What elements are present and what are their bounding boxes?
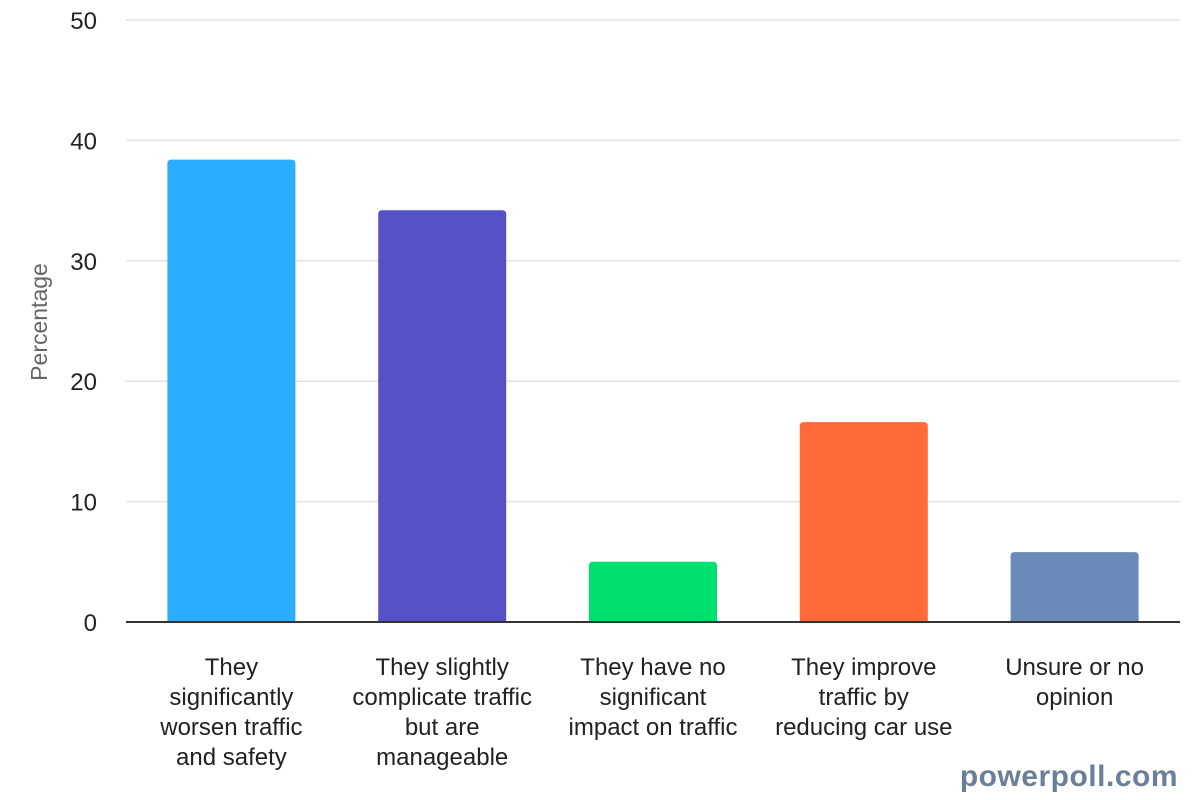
y-tick-label: 20 [70, 369, 97, 396]
gridlines [126, 19, 1180, 503]
y-tick-label: 40 [70, 128, 97, 155]
bar [378, 210, 507, 622]
x-category-label: They significantly worsen traffic and safet… [159, 654, 302, 771]
y-tick-labels: 0 10 20 30 40 50 [70, 8, 97, 637]
bar [799, 422, 928, 622]
x-category-label: They improve traffic by reducing car use [775, 654, 952, 741]
x-category-labels: They significantly worsen traffic and safet… [159, 654, 1144, 771]
y-tick-label: 0 [84, 610, 97, 637]
bar [167, 159, 296, 622]
powerpoll-watermark: powerpoll.com [959, 760, 1178, 793]
x-category-label: They have no significant impact on traffic [569, 654, 738, 741]
bars [167, 159, 1139, 622]
y-tick-label: 50 [70, 8, 97, 35]
y-tick-label: 30 [70, 249, 97, 276]
x-category-label: Unsure or no opinion [1005, 654, 1144, 711]
x-category-label: They slightly complicate traffic but are ma… [352, 654, 532, 771]
y-axis-title: Percentage [26, 263, 52, 381]
y-tick-label: 10 [70, 490, 97, 517]
bar [589, 561, 717, 622]
bar [1010, 552, 1139, 622]
